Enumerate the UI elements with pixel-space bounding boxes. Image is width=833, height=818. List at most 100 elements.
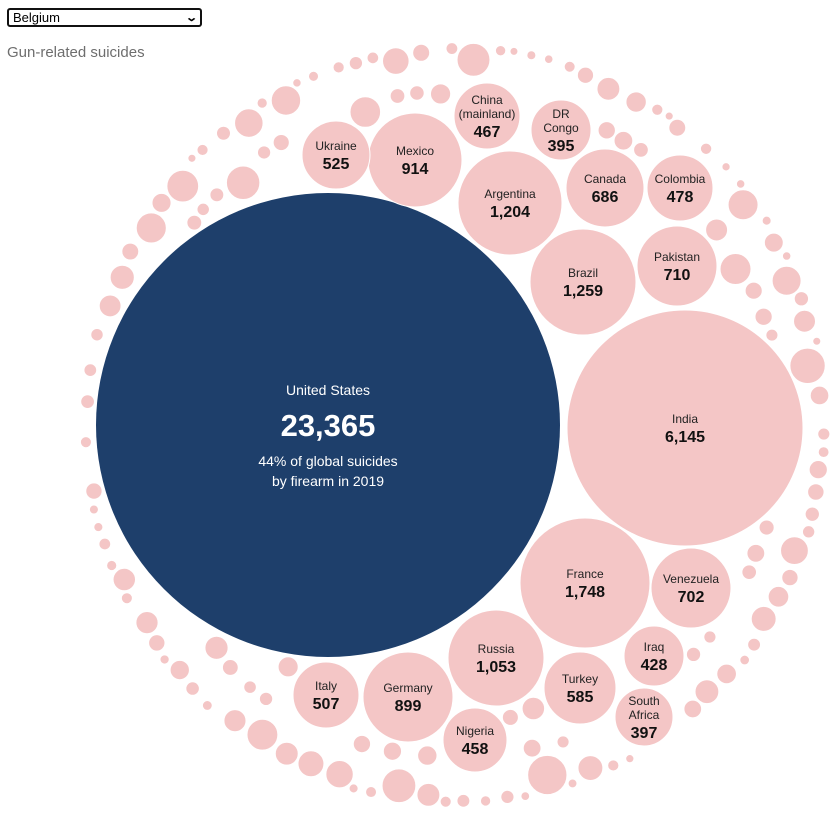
filler-bubble [520,791,531,802]
filler-bubble [166,169,200,203]
filler-bubble [625,754,635,764]
bubble-circle [362,651,454,743]
bubble-pakistan[interactable]: Pakistan 710 [636,225,718,307]
bubble-name: France [566,567,604,581]
filler-bubble [716,663,737,685]
chart-subtitle: Gun-related suicides [7,44,145,61]
bubble-argentina[interactable]: Argentina 1,204 [457,150,563,256]
bubble-value: 507 [313,696,340,713]
filler-bubble [633,142,649,158]
filler-bubble [694,679,720,705]
filler-bubble [747,637,762,652]
filler-bubble [409,85,425,101]
filler-bubble [812,336,822,346]
bubble-germany[interactable]: Germany 899 [362,651,454,743]
filler-bubble [808,460,828,480]
bubble-canada[interactable]: Canada 686 [565,148,645,228]
filler-bubble [416,782,441,807]
filler-bubble [741,564,758,581]
filler-bubble [135,611,159,635]
filler-bubble [705,218,729,242]
filler-bubble [683,699,703,719]
filler-bubble [135,212,167,244]
bubble-mexico[interactable]: Mexico 914 [367,112,463,208]
bubble-circle [530,99,592,161]
filler-bubble [234,108,264,138]
filler-bubble [625,91,647,113]
filler-bubble [563,60,576,73]
filler-bubble [761,215,772,226]
filler-bubble [365,786,378,799]
filler-bubble [85,482,103,500]
bubble-value: 1,748 [565,584,605,601]
filler-bubble [98,537,112,551]
bubble-turkey[interactable]: Turkey 585 [543,651,617,725]
bubble-colombia[interactable]: Colombia 478 [646,154,714,222]
filler-bubble [735,179,746,189]
bubble-name: China [471,93,503,107]
filler-bubble [80,394,95,409]
bubble-circle [453,82,521,150]
filler-bubble [789,347,826,384]
filler-bubble [196,143,209,157]
bubble-name: India [672,412,698,426]
filler-bubble [223,709,247,733]
filler-bubble [793,291,810,307]
filler-bubble [500,789,515,805]
filler-bubble [750,605,777,632]
filler-bubble [763,232,784,253]
bubble-name: Germany [383,681,432,695]
bubble-value: 899 [395,698,422,715]
bubble-united-states[interactable]: United States 23,365 44% of global suicide… [96,193,560,657]
bubble-name: Argentina [484,187,536,201]
bubble-value: 23,365 [281,408,376,443]
filler-bubble [597,121,616,140]
bubble-name: Venezuela [663,572,719,586]
filler-bubble [332,61,345,74]
filler-bubble [754,307,773,326]
filler-bubble [703,630,717,644]
bubble-france[interactable]: France 1,748 [519,517,651,649]
filler-bubble [209,187,225,203]
bubble-value: 395 [548,138,575,155]
bubble-russia[interactable]: Russia 1,053 [447,609,545,707]
filler-bubble [417,745,438,766]
bubble-india[interactable]: India 6,145 [566,309,804,547]
filler-bubble [793,309,817,333]
bubble-value: 478 [667,189,694,206]
filler-bubble [721,162,731,172]
bubble-name: Ukraine [315,139,357,153]
bubble-venezuela[interactable]: Venezuela 702 [650,547,732,629]
country-select[interactable]: Belgium ⌄ [7,8,202,27]
bubble-value: 467 [474,124,501,141]
bubble-value: 1,204 [490,204,530,221]
bubble-italy[interactable]: Italy 507 [292,661,360,729]
filler-bubble [801,525,816,539]
bubble-circle [457,150,563,256]
bubble-value: 686 [592,189,619,206]
filler-bubble [83,363,98,378]
filler-bubble [90,327,104,342]
bubble-brazil[interactable]: Brazil 1,259 [529,228,637,336]
filler-bubble [256,97,268,109]
bubble-circle [447,609,545,707]
bubble-china-mainland[interactable]: China(mainland) 467 [453,82,521,150]
filler-bubble [274,741,299,766]
filler-bubble [270,85,302,116]
filler-bubble [88,504,99,515]
filler-bubble [781,251,792,261]
bubble-ukraine[interactable]: Ukraine 525 [301,120,371,190]
filler-bubble [664,111,674,121]
bubble-value: 6,145 [665,429,705,446]
filler-bubble [739,654,751,666]
filler-bubble [382,47,410,75]
bubble-value: 458 [462,741,489,758]
filler-bubble [522,738,542,758]
bubble-circle [646,154,714,222]
bubble-value: 585 [567,689,594,706]
bubble-iraq[interactable]: Iraq 428 [623,625,685,687]
filler-bubble [169,659,190,681]
bubble-nigeria[interactable]: Nigeria 458 [442,707,508,773]
